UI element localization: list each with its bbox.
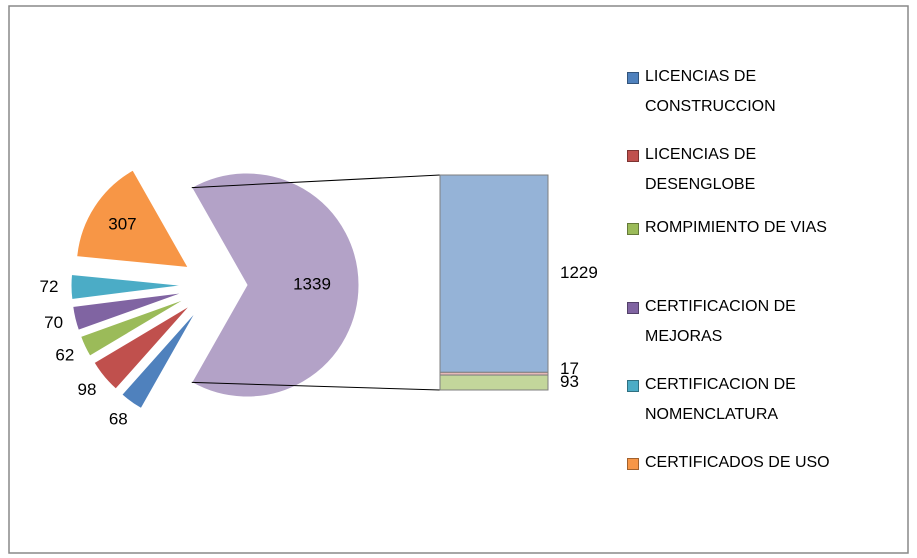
pie-slice-other xyxy=(191,172,360,398)
pie-slice xyxy=(76,169,190,269)
legend-label: CERTIFICADOS DE USO xyxy=(645,454,830,471)
pie-label: 70 xyxy=(44,313,63,332)
pie-label: 62 xyxy=(55,345,74,364)
bar-label: 1229 xyxy=(560,263,598,282)
legend-entry: CERTIFICACION DE NOMENCLATURA xyxy=(627,370,847,430)
pie-slice xyxy=(79,298,187,357)
legend-entry: LICENCIAS DE DESENGLOBE xyxy=(627,140,847,200)
legend-entry: CERTIFICADOS DE USO xyxy=(627,448,847,478)
legend-label: ROMPIMIENTO DE VIAS xyxy=(645,219,827,236)
pie-label: 1339 xyxy=(293,274,331,293)
legend-entry: CERTIFICACION DE MEJORAS xyxy=(627,292,847,352)
bar-label: 17 xyxy=(560,359,579,378)
legend-swatch xyxy=(627,223,639,235)
legend-label: CERTIFICACION DE MEJORAS xyxy=(645,298,796,345)
legend-swatch xyxy=(627,72,639,84)
legend-swatch xyxy=(627,458,639,470)
legend-entry: ROMPIMIENTO DE VIAS xyxy=(627,213,847,243)
connector xyxy=(191,174,441,189)
legend-entry: LICENCIAS DE CONSTRUCCION xyxy=(627,62,847,122)
pie-slice xyxy=(121,310,197,410)
pie-label: 68 xyxy=(109,409,128,428)
pie-label: 307 xyxy=(108,214,136,233)
bar-segment xyxy=(439,374,549,391)
legend-label: LICENCIAS DE CONSTRUCCION xyxy=(645,68,776,115)
legend-swatch xyxy=(627,302,639,314)
pie-label: 98 xyxy=(78,380,97,399)
legend-swatch xyxy=(627,380,639,392)
legend-label: CERTIFICACION DE NOMENCLATURA xyxy=(645,376,796,423)
pie-label: 72 xyxy=(40,277,59,296)
connector xyxy=(191,381,441,391)
bar-label: 93 xyxy=(560,372,579,391)
legend-label: LICENCIAS DE DESENGLOBE xyxy=(645,146,757,193)
bar-segment xyxy=(439,174,549,373)
pie-slice xyxy=(70,273,184,301)
legend-swatch xyxy=(627,150,639,162)
pie-slice xyxy=(72,291,185,331)
pie-slice xyxy=(93,304,191,390)
